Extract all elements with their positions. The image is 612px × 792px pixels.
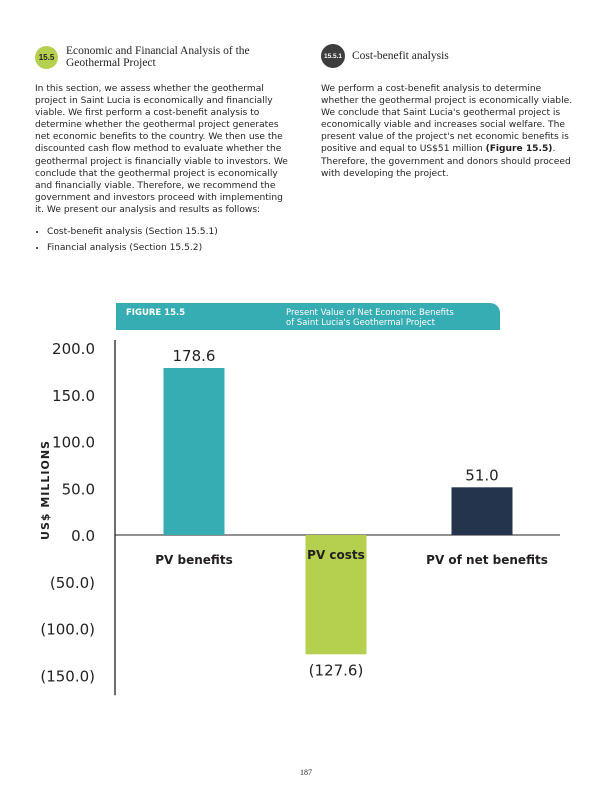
section-list: Cost-benefit analysis (Section 15.5.1) F… bbox=[35, 226, 290, 254]
figure-title: Present Value of Net Economic Benefits o… bbox=[286, 308, 454, 328]
y-tick-label: (150.0) bbox=[40, 667, 95, 685]
body-text: . Therefore, the government and donors s… bbox=[321, 144, 571, 179]
intro-paragraph: In this section, we assess whether the g… bbox=[35, 84, 288, 215]
section-body: In this section, we assess whether the g… bbox=[35, 83, 290, 258]
data-label: (127.6) bbox=[309, 661, 364, 679]
list-item: Cost-benefit analysis (Section 15.5.1) bbox=[47, 226, 290, 238]
body-text: We perform a cost-benefit analysis to de… bbox=[321, 84, 573, 155]
y-tick-label: (100.0) bbox=[40, 621, 95, 639]
figure-reference: (Figure 15.5) bbox=[485, 144, 553, 155]
subsection-body: We perform a cost-benefit analysis to de… bbox=[321, 83, 577, 180]
y-tick-label: 200.0 bbox=[52, 340, 95, 358]
y-tick-label: 100.0 bbox=[52, 434, 95, 452]
list-item: Financial analysis (Section 15.5.2) bbox=[47, 242, 290, 254]
y-tick-label: 50.0 bbox=[62, 480, 95, 498]
category-label: PV of net benefits bbox=[426, 553, 548, 567]
y-tick-label: 150.0 bbox=[52, 387, 95, 405]
bar-0 bbox=[163, 368, 225, 535]
bar-2 bbox=[451, 487, 513, 535]
subsection-badge: 15.5.1 bbox=[321, 44, 345, 68]
data-label: 178.6 bbox=[173, 347, 216, 365]
figure-label: FIGURE 15.5 bbox=[126, 308, 186, 318]
figure-header: FIGURE 15.5 Present Value of Net Economi… bbox=[116, 303, 500, 330]
heading-line: Economic and Financial Analysis of the bbox=[66, 45, 250, 57]
section-badge: 15.5 bbox=[35, 46, 58, 69]
section-heading: Economic and Financial Analysis of the G… bbox=[66, 45, 250, 69]
figure-title-line: Present Value of Net Economic Benefits bbox=[286, 308, 454, 318]
page-number: 187 bbox=[300, 768, 312, 777]
category-label: PV costs bbox=[307, 548, 365, 562]
y-tick-label: (50.0) bbox=[50, 574, 95, 592]
y-axis-label: US$ MILLIONS bbox=[39, 440, 52, 540]
subsection-heading: Cost-benefit analysis bbox=[352, 50, 449, 62]
data-label: 51.0 bbox=[465, 466, 498, 484]
category-label: PV benefits bbox=[155, 553, 232, 567]
heading-line: Geothermal Project bbox=[66, 57, 156, 69]
bar-1 bbox=[305, 535, 367, 655]
y-tick-label: 0.0 bbox=[71, 527, 95, 545]
figure-title-line: of Saint Lucia's Geothermal Project bbox=[286, 318, 435, 328]
